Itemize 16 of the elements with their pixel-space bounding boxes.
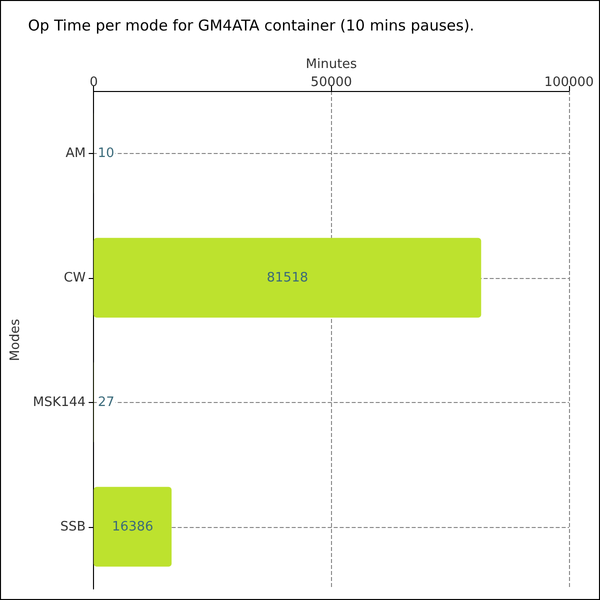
x-tick-label: 50000 — [310, 75, 352, 90]
y-tick-label: SSB — [60, 519, 86, 534]
data-label: 27 — [98, 394, 114, 410]
data-label: 81518 — [266, 270, 308, 286]
data-label: 10 — [98, 146, 114, 161]
y-tick-label: AM — [66, 146, 86, 161]
bar — [94, 486, 172, 567]
y-tick-label: CW — [64, 270, 86, 286]
x-axis-title: Minutes — [306, 57, 358, 72]
chart-title: Op Time per mode for GM4ATA container (10 mins pauses). — [28, 16, 474, 34]
bar — [94, 238, 482, 318]
y-axis-title: Modes — [8, 318, 23, 362]
x-tick-label: 0 — [90, 75, 98, 90]
x-tick-label: 100000 — [544, 75, 594, 90]
y-tick-label: MSK144 — [32, 394, 86, 410]
data-label: 16386 — [112, 519, 154, 534]
